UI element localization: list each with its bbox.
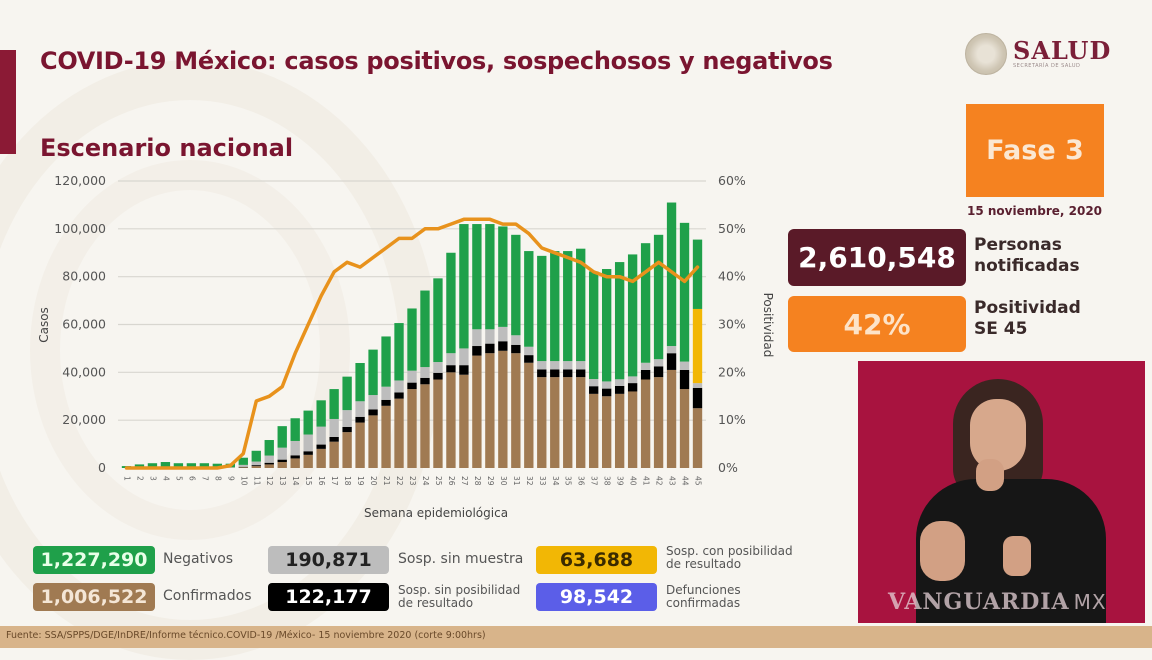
x-axis-title: Semana epidemiológica [364,506,508,520]
svg-text:11: 11 [252,476,261,486]
svg-text:33: 33 [538,476,547,486]
national-seal-icon [965,33,1007,75]
svg-text:2: 2 [135,476,144,481]
report-date: 15 noviembre, 2020 [967,204,1102,218]
svg-text:6: 6 [187,476,196,481]
svg-text:1: 1 [122,476,131,481]
svg-text:30%: 30% [718,317,746,332]
y-axis-title: Casos [37,307,51,343]
legend-sosp-con-posibilidad-label: Sosp. con posibilidad de resultado [666,545,793,571]
svg-text:4: 4 [161,476,170,481]
legend-defunciones-value: 98,542 [536,583,657,611]
svg-text:14: 14 [291,476,300,486]
legend-sosp-con-posibilidad-value: 63,688 [536,546,657,574]
svg-text:20,000: 20,000 [62,412,106,427]
svg-text:28: 28 [473,476,482,486]
notified-count: 2,610,548 [788,229,966,286]
svg-text:25: 25 [434,476,443,486]
svg-text:60,000: 60,000 [62,317,106,332]
notified-label: Personas notificadas [974,235,1080,277]
legend-sosp-sin-muestra-value: 190,871 [268,546,389,574]
svg-text:32: 32 [525,476,534,486]
svg-text:13: 13 [278,476,287,486]
legend-confirmados-value: 1,006,522 [33,583,155,611]
svg-text:12: 12 [265,476,274,486]
legend-negativos-label: Negativos [163,553,233,566]
svg-text:20: 20 [369,476,378,486]
svg-text:43: 43 [668,476,677,486]
svg-text:40%: 40% [718,269,746,284]
legend-sosp-sin-posibilidad-label: Sosp. sin posibilidad de resultado [398,584,520,610]
y2-axis-title: Positividad [761,293,775,358]
svg-text:16: 16 [317,476,326,486]
svg-text:120,000: 120,000 [54,173,106,188]
svg-text:15: 15 [304,476,313,486]
svg-text:38: 38 [603,476,612,486]
legend-sosp-sin-posibilidad-value: 122,177 [268,583,389,611]
svg-text:10: 10 [239,476,248,486]
legend-confirmados-label: Confirmados [163,590,252,603]
svg-text:23: 23 [408,476,417,486]
y-axis-right: 0% 10% 20% 30% 40% 50% 60% [718,173,746,475]
svg-text:37: 37 [590,476,599,486]
svg-text:40: 40 [629,476,638,486]
svg-text:7: 7 [200,476,209,481]
svg-text:35: 35 [564,476,573,486]
positivity-label: Positividad SE 45 [974,298,1081,340]
bar-series [122,203,702,468]
svg-text:0: 0 [98,460,106,475]
svg-text:40,000: 40,000 [62,364,106,379]
footer-source-bar: Fuente: SSA/SPPS/DGE/InDRE/Informe técni… [0,626,1152,648]
phase-badge: Fase 3 [966,104,1104,197]
svg-text:19: 19 [356,476,365,486]
svg-text:5: 5 [174,476,183,481]
svg-text:20%: 20% [718,364,746,379]
svg-text:44: 44 [681,476,690,486]
positivity-value: 42% [788,296,966,352]
svg-text:0%: 0% [718,460,738,475]
svg-text:80,000: 80,000 [62,269,106,284]
svg-text:45: 45 [694,476,703,486]
svg-text:36: 36 [577,476,586,486]
svg-text:17: 17 [330,476,339,486]
svg-text:39: 39 [616,476,625,486]
svg-text:41: 41 [642,476,651,486]
legend-negativos-value: 1,227,290 [33,546,155,574]
svg-text:42: 42 [655,476,664,486]
svg-text:29: 29 [486,476,495,486]
svg-text:60%: 60% [718,173,746,188]
stacked-bar-chart: 020,00040,00060,00080,000100,000120,000 … [0,0,800,530]
svg-text:26: 26 [447,476,456,486]
svg-text:24: 24 [421,476,430,486]
legend-sosp-sin-muestra-label: Sosp. sin muestra [398,553,523,566]
svg-text:34: 34 [551,476,560,486]
svg-text:21: 21 [382,476,391,486]
svg-text:30: 30 [499,476,508,486]
salud-logo: SALUD SECRETARÍA DE SALUD [965,33,1111,75]
svg-text:31: 31 [512,476,521,486]
logo-sub-text: SECRETARÍA DE SALUD [1013,63,1111,69]
svg-text:18: 18 [343,476,352,486]
y-axis-left: 0 20,000 40,000 60,000 80,000 100,000 120,000 [54,173,106,475]
svg-text:3: 3 [148,476,157,481]
svg-text:100,000: 100,000 [54,221,106,236]
svg-text:8: 8 [213,476,222,481]
svg-text:50%: 50% [718,221,746,236]
legend-defunciones-label: Defunciones confirmadas [666,584,741,610]
svg-text:22: 22 [395,476,404,486]
source-text: Fuente: SSA/SPPS/DGE/InDRE/Informe técni… [6,630,486,641]
svg-text:27: 27 [460,476,469,486]
logo-main-text: SALUD [1013,39,1111,63]
svg-text:10%: 10% [718,412,746,427]
svg-text:9: 9 [226,476,235,481]
